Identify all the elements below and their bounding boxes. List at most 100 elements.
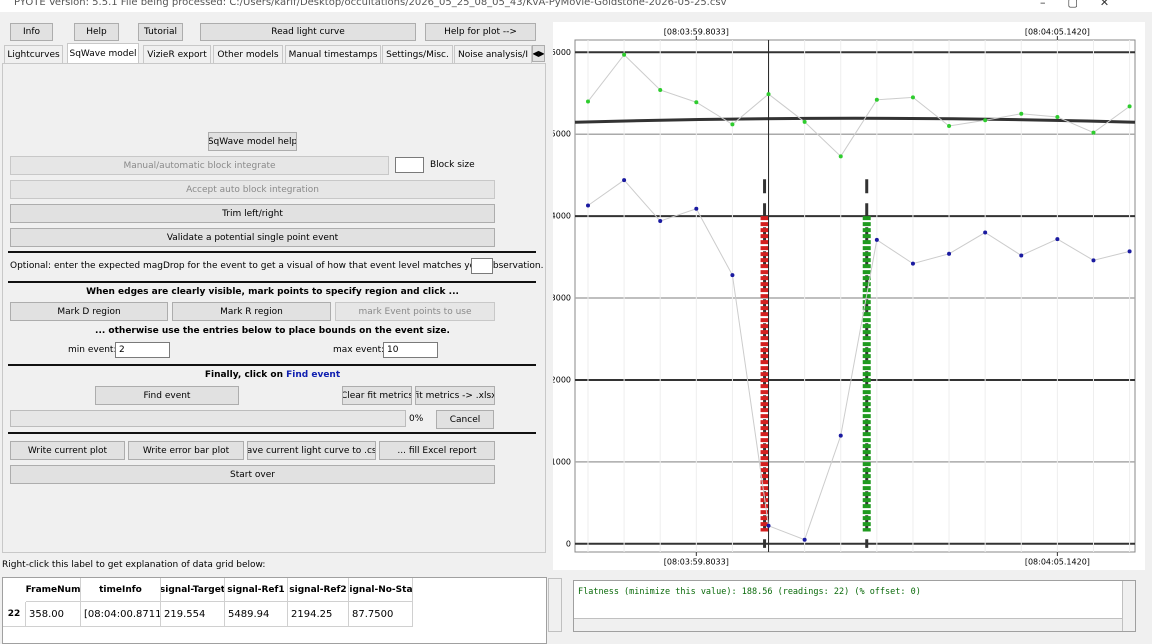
y-tick-label: 6000 <box>553 48 571 57</box>
data-point <box>1127 104 1132 109</box>
data-point <box>947 124 952 129</box>
top-button[interactable]: Help for plot --> <box>425 23 536 41</box>
output-scrollbar[interactable] <box>1122 581 1135 631</box>
tab-scroll[interactable]: ◀▶ <box>532 45 545 62</box>
cancel-button[interactable]: Cancel <box>436 410 494 429</box>
window-controls[interactable]: –▢✕ <box>1040 0 1132 9</box>
otherwise-heading: ... otherwise use the entries below to p… <box>95 326 450 336</box>
fill-excel-button[interactable]: ... fill Excel report <box>379 441 495 460</box>
find-event-button[interactable]: Find event <box>95 386 239 405</box>
series-line <box>587 179 1130 541</box>
data-grid: FrameNum timeInfo signal-Target signal-Ref1… <box>2 577 547 644</box>
magdrop-input[interactable] <box>471 258 493 274</box>
separator <box>8 432 536 434</box>
trim-button[interactable]: Trim left/right <box>10 204 495 223</box>
grid-scrollbar[interactable] <box>548 578 562 632</box>
magdrop-prompt: Optional: enter the expected magDrop for… <box>10 261 544 271</box>
data-point <box>983 230 988 235</box>
tab[interactable]: Other models <box>213 45 283 64</box>
plot-frame <box>574 39 1136 553</box>
mark-r-button[interactable]: Mark R region <box>172 302 331 321</box>
grid-label[interactable]: Right-click this label to get explanatio… <box>2 560 266 570</box>
finally-text: Finally, click on Find event <box>0 370 545 380</box>
tab[interactable]: VizieR export <box>143 45 211 64</box>
accept-block-button[interactable]: Accept auto block integration <box>10 180 495 199</box>
start-over-button[interactable]: Start over <box>10 465 495 484</box>
max-event-input[interactable]: 10 <box>383 342 438 358</box>
tab[interactable]: SqWave model <box>67 43 139 64</box>
data-point <box>1019 111 1024 116</box>
data-point <box>585 203 590 208</box>
baseline-fit <box>574 116 1136 124</box>
data-point <box>838 433 843 438</box>
tab[interactable]: Settings/Misc. <box>382 45 453 64</box>
data-point <box>730 273 735 278</box>
mark-d-button[interactable]: Mark D region <box>10 302 168 321</box>
fit-xlsx-button[interactable]: fit metrics -> .xlsx <box>415 386 495 405</box>
min-event-label: min event: <box>68 345 117 355</box>
row-header: 22 <box>3 602 26 627</box>
data-point <box>802 119 807 124</box>
validate-button[interactable]: Validate a potential single point event <box>10 228 495 247</box>
sqwave-panel <box>2 63 546 553</box>
block-size-label: Block size <box>430 160 475 170</box>
y-tick-label: 3000 <box>553 294 571 303</box>
column-header[interactable]: timeInfo <box>81 578 161 602</box>
y-tick-label: 5000 <box>553 130 571 139</box>
x-tick-label-bottom: [08:03:59.8033] <box>664 558 729 567</box>
top-button[interactable]: Read light curve <box>200 23 416 41</box>
data-point <box>1127 249 1132 254</box>
data-point <box>983 118 988 123</box>
write-plot-button[interactable]: Write current plot <box>10 441 125 460</box>
help-button[interactable]: SqWave model help <box>208 132 297 151</box>
title-bar: PYOTE Version: 5.5.1 File being processe… <box>0 0 1152 12</box>
light-curve-plot: 0 1000 2000 3000 4000 5000 6000 [08:03:59.8033]… <box>551 28 1136 567</box>
data-point <box>694 100 699 105</box>
top-button[interactable]: Help <box>74 23 119 41</box>
block-integrate-button[interactable]: Manual/automatic block integrate <box>10 156 389 175</box>
block-size-input[interactable] <box>395 157 424 173</box>
top-button[interactable]: Tutorial <box>138 23 183 41</box>
save-csv-button[interactable]: Save current light curve to .csv <box>247 441 376 460</box>
progress-text: 0% <box>409 414 424 424</box>
tab[interactable]: Noise analysis/I <box>454 45 532 64</box>
output-hscrollbar[interactable] <box>574 618 1122 631</box>
data-point <box>1091 258 1096 263</box>
separator <box>8 281 536 283</box>
separator <box>8 364 536 366</box>
data-point <box>838 154 843 159</box>
data-point <box>622 52 627 57</box>
data-point <box>910 95 915 100</box>
finally-link: Find event <box>286 370 341 380</box>
data-point <box>910 261 915 266</box>
data-point <box>766 523 771 528</box>
tab[interactable]: Manual timestamps <box>285 45 381 64</box>
data-point <box>658 87 663 92</box>
data-point <box>1019 253 1024 258</box>
column-header[interactable]: signal-No-Star <box>349 578 413 602</box>
column-header[interactable]: signal-Ref2 <box>288 578 349 602</box>
min-event-input[interactable]: 2 <box>115 342 170 358</box>
clear-fit-button[interactable]: Clear fit metrics <box>342 386 412 405</box>
data-point <box>585 99 590 104</box>
x-tick-label-top: [08:03:59.8033] <box>664 28 729 37</box>
column-header[interactable]: signal-Target <box>161 578 225 602</box>
table-cell: 87.7500 <box>349 602 413 627</box>
write-error-button[interactable]: Write error bar plot <box>128 441 244 460</box>
table-cell: 2194.25 <box>288 602 349 627</box>
table-cell: 358.00 <box>26 602 81 627</box>
window-title: PYOTE Version: 5.5.1 File being processe… <box>14 0 727 8</box>
data-point <box>874 237 879 242</box>
data-point <box>694 206 699 211</box>
column-header[interactable]: signal-Ref1 <box>225 578 288 602</box>
mark-event-button[interactable]: mark Event points to use <box>335 302 495 321</box>
tab[interactable]: Lightcurves <box>4 45 63 64</box>
data-point <box>766 92 771 97</box>
table-cell: 219.554 <box>161 602 225 627</box>
data-point <box>1055 237 1060 242</box>
table-cell: 5489.94 <box>225 602 288 627</box>
x-tick-label-bottom: [08:04:05.1420] <box>1025 558 1090 567</box>
top-button[interactable]: Info <box>10 23 53 41</box>
column-header[interactable]: FrameNum <box>26 578 81 602</box>
